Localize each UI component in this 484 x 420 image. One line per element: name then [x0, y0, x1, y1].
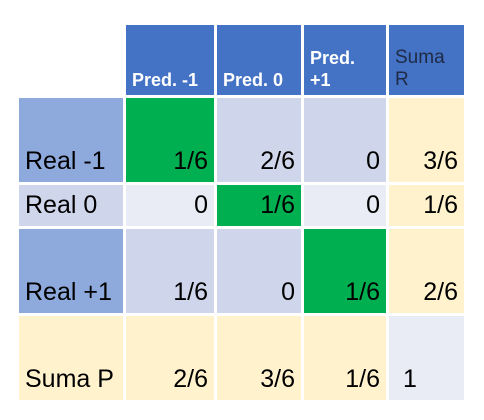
cell-real-pos1-pred-pos1: 1/6 — [301, 226, 389, 316]
cell-real-pos1-suma-r: 2/6 — [386, 226, 467, 316]
row-label-real-neg1: Real -1 — [16, 95, 126, 185]
header-row: Pred. -1 Pred. 0 Pred. +1 Suma R — [16, 22, 467, 98]
header-pred-neg1: Pred. -1 — [123, 22, 217, 98]
cell-real-0-suma-r: 1/6 — [386, 182, 467, 229]
cell-suma-p-pred-0: 3/6 — [214, 313, 304, 403]
cell-real-neg1-pred-pos1: 0 — [301, 95, 389, 185]
cell-real-0-pred-pos1: 0 — [301, 182, 389, 229]
table-row-real-neg1: Real -1 1/6 2/6 0 3/6 — [16, 95, 467, 185]
table-row-real-0: Real 0 0 1/6 0 1/6 — [16, 182, 467, 229]
row-label-real-pos1: Real +1 — [16, 226, 126, 316]
cell-real-pos1-pred-neg1: 1/6 — [123, 226, 217, 316]
cell-suma-p-total: 1 — [386, 313, 467, 403]
header-suma-r: Suma R — [386, 22, 467, 98]
cell-real-neg1-pred-0: 2/6 — [214, 95, 304, 185]
cell-real-neg1-suma-r: 3/6 — [386, 95, 467, 185]
row-label-suma-p: Suma P — [16, 313, 126, 403]
corner-cell — [16, 22, 126, 98]
cell-suma-p-pred-pos1: 1/6 — [301, 313, 389, 403]
row-label-real-0: Real 0 — [16, 182, 126, 229]
table-row-suma-p: Suma P 2/6 3/6 1/6 1 — [16, 313, 467, 403]
confusion-matrix-table: Pred. -1 Pred. 0 Pred. +1 Suma R Real -1… — [16, 22, 467, 403]
cell-real-pos1-pred-0: 0 — [214, 226, 304, 316]
header-pred-pos1: Pred. +1 — [301, 22, 389, 98]
cell-real-0-pred-neg1: 0 — [123, 182, 217, 229]
cell-real-0-pred-0: 1/6 — [214, 182, 304, 229]
cell-suma-p-pred-neg1: 2/6 — [123, 313, 217, 403]
table-row-real-pos1: Real +1 1/6 0 1/6 2/6 — [16, 226, 467, 316]
cell-real-neg1-pred-neg1: 1/6 — [123, 95, 217, 185]
header-pred-0: Pred. 0 — [214, 22, 304, 98]
